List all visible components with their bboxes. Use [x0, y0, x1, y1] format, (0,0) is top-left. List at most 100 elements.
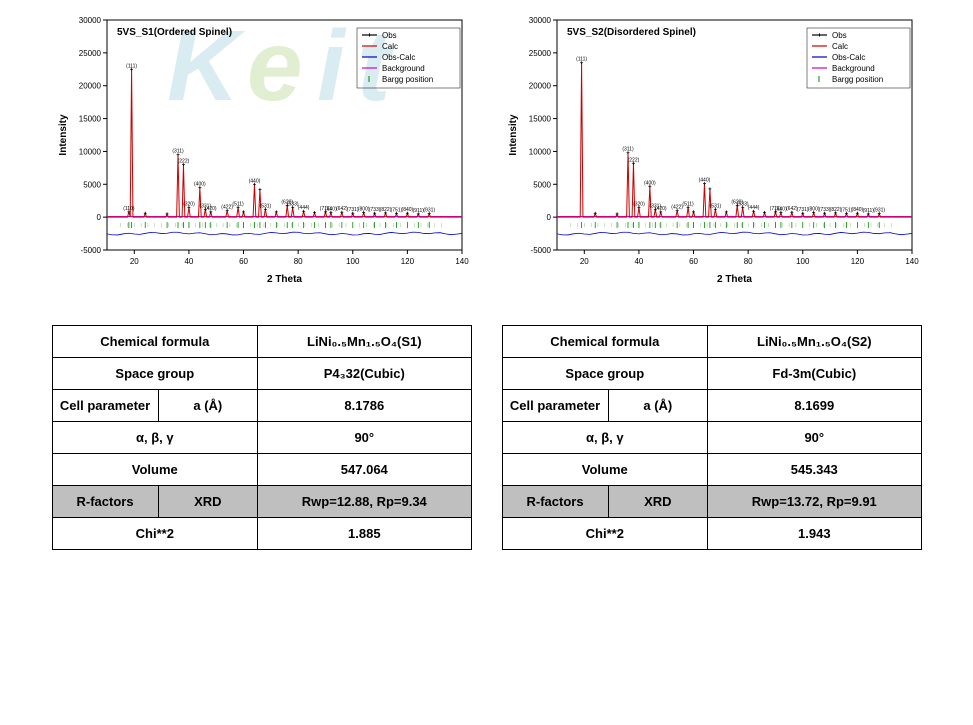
- t1-angles-value: 90°: [258, 422, 471, 454]
- svg-text:(420): (420): [654, 206, 666, 212]
- chart-2-container: 20406080100120140-5000050001000015000200…: [502, 10, 922, 295]
- t1-chemformula-label: Chemical formula: [52, 326, 258, 358]
- t1-rfactors-value: Rwp=12.88, Rp=9.34: [258, 486, 471, 518]
- svg-text:Obs: Obs: [382, 31, 397, 40]
- t2-volume-label: Volume: [502, 454, 708, 486]
- svg-text:(320): (320): [183, 201, 195, 207]
- svg-text:25000: 25000: [528, 49, 551, 58]
- svg-text:25000: 25000: [78, 49, 101, 58]
- svg-text:5VS_S2(Disordered Spinel): 5VS_S2(Disordered Spinel): [567, 27, 696, 38]
- svg-text:(511): (511): [232, 201, 244, 207]
- svg-text:(222): (222): [627, 157, 639, 163]
- svg-text:(400): (400): [644, 180, 656, 186]
- t2-chi2-label: Chi**2: [502, 518, 708, 550]
- svg-text:Intensity: Intensity: [58, 114, 69, 156]
- svg-text:60: 60: [689, 257, 698, 266]
- svg-text:5000: 5000: [83, 180, 101, 189]
- svg-text:Calc: Calc: [382, 42, 398, 51]
- svg-text:15000: 15000: [528, 115, 551, 124]
- svg-text:(931): (931): [423, 208, 435, 214]
- svg-text:Bargg position: Bargg position: [382, 75, 433, 84]
- svg-text:(311): (311): [622, 147, 634, 153]
- t1-volume-label: Volume: [52, 454, 258, 486]
- chart-1: Keit20406080100120140-500005000100001500…: [52, 10, 472, 290]
- svg-text:Obs-Calc: Obs-Calc: [832, 53, 865, 62]
- t2-chi2-value: 1.943: [708, 518, 921, 550]
- svg-text:120: 120: [850, 257, 864, 266]
- t2-spacegroup-value: Fd-3m(Cubic): [708, 358, 921, 390]
- svg-text:Background: Background: [832, 64, 875, 73]
- svg-text:(420): (420): [204, 206, 216, 212]
- svg-text:120: 120: [400, 257, 414, 266]
- svg-text:(444): (444): [297, 205, 309, 211]
- svg-text:-5000: -5000: [530, 246, 551, 255]
- svg-text:(111): (111): [576, 57, 587, 63]
- svg-text:20: 20: [579, 257, 588, 266]
- t2-rfactors-value: Rwp=13.72, Rp=9.91: [708, 486, 921, 518]
- svg-text:(400): (400): [194, 182, 206, 188]
- t1-chi2-value: 1.885: [258, 518, 471, 550]
- svg-text:(440): (440): [698, 178, 710, 184]
- t2-chemformula-label: Chemical formula: [502, 326, 708, 358]
- svg-text:5VS_S1(Ordered Spinel): 5VS_S1(Ordered Spinel): [117, 27, 232, 38]
- svg-text:(531): (531): [709, 203, 721, 209]
- svg-text:e: e: [247, 10, 303, 122]
- t1-rfactors-label: R-factors: [52, 486, 158, 518]
- svg-text:i: i: [317, 10, 347, 122]
- charts-row: Keit20406080100120140-500005000100001500…: [10, 10, 963, 295]
- svg-text:30000: 30000: [78, 16, 101, 25]
- svg-text:-5000: -5000: [80, 246, 101, 255]
- svg-text:Obs: Obs: [832, 31, 847, 40]
- tables-row: Chemical formula LiNi₀.₅Mn₁.₅O₄(S1) Spac…: [10, 325, 963, 550]
- t2-spacegroup-label: Space group: [502, 358, 708, 390]
- svg-text:10000: 10000: [528, 147, 551, 156]
- t2-a-label: a (Å): [608, 390, 708, 422]
- chart-1-container: Keit20406080100120140-500005000100001500…: [52, 10, 472, 295]
- svg-text:(110): (110): [123, 206, 135, 212]
- svg-text:(222): (222): [177, 159, 189, 165]
- t2-chemformula-value: LiNi₀.₅Mn₁.₅O₄(S2): [708, 326, 921, 358]
- svg-text:Obs-Calc: Obs-Calc: [382, 53, 415, 62]
- svg-text:(111): (111): [126, 63, 137, 69]
- t2-angles-label: α, β, γ: [502, 422, 708, 454]
- svg-text:2 Theta: 2 Theta: [716, 274, 751, 285]
- svg-text:(320): (320): [633, 201, 645, 207]
- svg-text:2 Theta: 2 Theta: [266, 274, 301, 285]
- svg-text:(440): (440): [248, 178, 260, 184]
- svg-text:15000: 15000: [78, 115, 101, 124]
- svg-text:20: 20: [129, 257, 138, 266]
- t2-cellparam-label: Cell parameter: [502, 390, 608, 422]
- table-2: Chemical formula LiNi₀.₅Mn₁.₅O₄(S2) Spac…: [502, 325, 922, 550]
- svg-text:60: 60: [239, 257, 248, 266]
- svg-text:10000: 10000: [78, 147, 101, 156]
- t2-rfactors-label: R-factors: [502, 486, 608, 518]
- svg-text:30000: 30000: [528, 16, 551, 25]
- t2-volume-value: 545.343: [708, 454, 921, 486]
- t1-a-label: a (Å): [158, 390, 258, 422]
- table-1: Chemical formula LiNi₀.₅Mn₁.₅O₄(S1) Spac…: [52, 325, 472, 550]
- t2-a-value: 8.1699: [708, 390, 921, 422]
- svg-text:80: 80: [743, 257, 752, 266]
- svg-text:20000: 20000: [528, 82, 551, 91]
- t1-volume-value: 547.064: [258, 454, 471, 486]
- t2-angles-value: 90°: [708, 422, 921, 454]
- svg-text:20000: 20000: [78, 82, 101, 91]
- svg-text:(931): (931): [873, 208, 885, 214]
- t1-spacegroup-value: P4₃32(Cubic): [258, 358, 471, 390]
- svg-text:80: 80: [293, 257, 302, 266]
- chart-2: 20406080100120140-5000050001000015000200…: [502, 10, 922, 290]
- svg-text:Intensity: Intensity: [508, 114, 519, 156]
- svg-text:(311): (311): [172, 149, 184, 155]
- svg-text:(531): (531): [259, 203, 271, 209]
- t2-xrd-label: XRD: [608, 486, 708, 518]
- svg-text:140: 140: [905, 257, 919, 266]
- svg-text:140: 140: [455, 257, 469, 266]
- svg-text:Bargg position: Bargg position: [832, 75, 883, 84]
- t1-xrd-label: XRD: [158, 486, 258, 518]
- t1-chemformula-value: LiNi₀.₅Mn₁.₅O₄(S1): [258, 326, 471, 358]
- svg-text:Background: Background: [382, 64, 425, 73]
- svg-text:Calc: Calc: [832, 42, 848, 51]
- t1-a-value: 8.1786: [258, 390, 471, 422]
- svg-text:5000: 5000: [533, 180, 551, 189]
- svg-text:0: 0: [96, 213, 101, 222]
